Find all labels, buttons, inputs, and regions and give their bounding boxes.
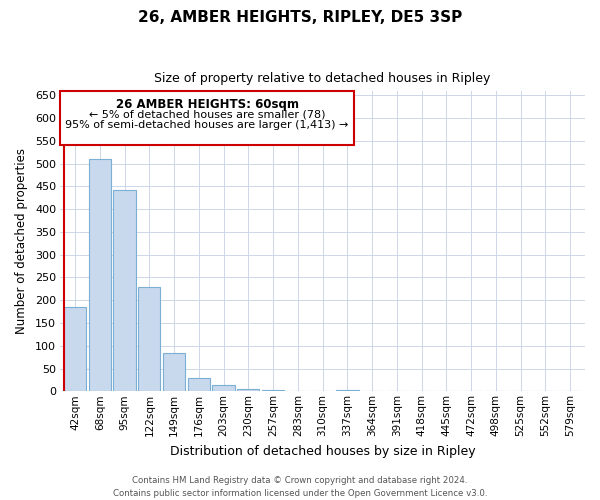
Text: 26, AMBER HEIGHTS, RIPLEY, DE5 3SP: 26, AMBER HEIGHTS, RIPLEY, DE5 3SP — [138, 10, 462, 25]
Bar — [89, 159, 111, 392]
Bar — [113, 190, 136, 392]
X-axis label: Distribution of detached houses by size in Ripley: Distribution of detached houses by size … — [170, 444, 475, 458]
Bar — [212, 385, 235, 392]
Text: 26 AMBER HEIGHTS: 60sqm: 26 AMBER HEIGHTS: 60sqm — [116, 98, 299, 112]
Text: 95% of semi-detached houses are larger (1,413) →: 95% of semi-detached houses are larger (… — [65, 120, 349, 130]
Bar — [262, 390, 284, 392]
Text: ← 5% of detached houses are smaller (78): ← 5% of detached houses are smaller (78) — [89, 110, 325, 120]
Bar — [188, 378, 210, 392]
Title: Size of property relative to detached houses in Ripley: Size of property relative to detached ho… — [154, 72, 491, 86]
Bar — [336, 390, 359, 392]
Bar — [163, 352, 185, 392]
FancyBboxPatch shape — [60, 91, 354, 145]
Bar — [237, 390, 259, 392]
Text: Contains HM Land Registry data © Crown copyright and database right 2024.
Contai: Contains HM Land Registry data © Crown c… — [113, 476, 487, 498]
Bar — [64, 307, 86, 392]
Y-axis label: Number of detached properties: Number of detached properties — [15, 148, 28, 334]
Bar — [138, 288, 160, 392]
